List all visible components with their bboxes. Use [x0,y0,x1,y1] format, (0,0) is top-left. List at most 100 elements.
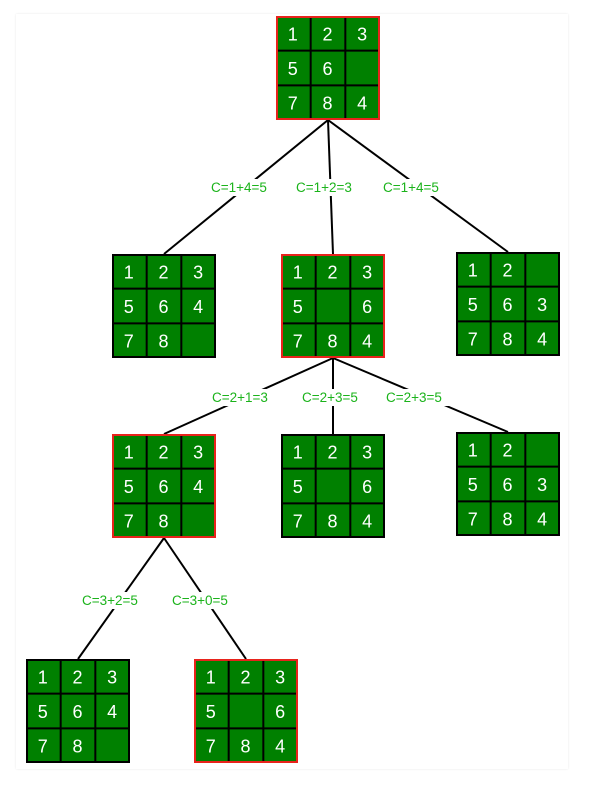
tile-number: 8 [322,94,332,114]
cost-label-background [385,389,453,406]
puzzle-board [276,16,380,120]
tile-number: 3 [193,262,203,282]
cost-label: C=2+3=5 [386,390,442,405]
tile-number: 8 [158,332,168,352]
tile-number: 6 [158,477,168,497]
tile-number: 8 [502,330,512,350]
selected-node-border [112,434,216,538]
selected-node-border [276,16,380,120]
puzzle-board [26,659,130,763]
cost-label-background [210,179,278,196]
tile-number: 2 [158,442,168,462]
tile-number: 6 [362,297,372,317]
tile-number: 4 [357,94,367,114]
tile-number: 8 [502,510,512,530]
tile-number: 1 [468,440,478,460]
puzzle-node-root: 1 2 3 5 6 7 8 4 [276,16,380,120]
tile-number: 6 [72,702,82,722]
tile-number: 2 [327,442,337,462]
cost-label-background [382,179,450,196]
cost-label-background [301,389,369,406]
tile-number: 2 [502,260,512,280]
tile-number: 5 [206,702,216,722]
tile-number: 1 [468,260,478,280]
tile-number: 7 [288,94,298,114]
node-border [456,432,560,536]
tile-number: 1 [288,24,298,44]
tile-number: 2 [502,440,512,460]
selected-node-border [281,254,385,358]
tile-number: 2 [240,667,250,687]
node-border [112,254,216,358]
tile-number: 7 [124,512,134,532]
tile-number: 6 [502,295,512,315]
tile-number: 7 [293,332,303,352]
diagram-canvas: C=1+4=5 C=1+2=3 C=1+4=5 C=2+1=3 C=2+3=5 C=2+3… [16,14,568,769]
selected-node-border [194,659,298,763]
puzzle-node-l2-c: 1 2 5 6 3 7 8 4 [456,432,560,536]
tile-number: 4 [107,702,117,722]
tile-number: 5 [293,477,303,497]
tile-number: 3 [537,475,547,495]
puzzle-node-l2-b: 1 2 3 5 6 7 8 4 [281,434,385,538]
cost-labels-layer: C=1+4=5 C=1+2=3 C=1+4=5 C=2+1=3 C=2+3=5 C=2+3… [81,179,453,609]
tile-number: 1 [124,442,134,462]
tile-number: 8 [158,512,168,532]
tile-number: 7 [468,330,478,350]
tile-number: 5 [124,477,134,497]
tile-number: 5 [288,59,298,79]
cost-label-background [81,592,149,609]
puzzle-board [281,434,385,538]
tile-number: 5 [124,297,134,317]
node-border [456,252,560,356]
cost-label: C=2+3=5 [302,390,358,405]
puzzle-node-l2-a: 1 2 3 5 6 4 7 8 [112,434,216,538]
tile-number: 5 [293,297,303,317]
puzzle-node-l1-a: 1 2 3 5 6 4 7 8 [112,254,216,358]
search-tree-diagram: C=1+4=5 C=1+2=3 C=1+4=5 C=2+1=3 C=2+3=5 C=2+3… [26,16,560,763]
tile-number: 1 [124,262,134,282]
tile-number: 7 [293,512,303,532]
tile-number: 7 [468,510,478,530]
puzzle-board [281,254,385,358]
tile-number: 1 [293,262,303,282]
tile-number: 3 [193,442,203,462]
tile-number: 3 [275,667,285,687]
puzzle-node-l1-c: 1 2 5 6 3 7 8 4 [456,252,560,356]
tile-number: 4 [275,737,285,757]
tile-number: 6 [502,475,512,495]
puzzle-board [456,432,560,536]
cost-label: C=2+1=3 [212,390,268,405]
tile-number: 7 [38,737,48,757]
tile-number: 3 [537,295,547,315]
tile-number: 1 [293,442,303,462]
puzzle-node-l1-b: 1 2 3 5 6 7 8 4 [281,254,385,358]
tile-number: 1 [206,667,216,687]
tile-number: 2 [327,262,337,282]
cost-label-background [211,389,279,406]
cost-label: C=3+2=5 [82,593,138,608]
puzzle-board [112,434,216,538]
tile-number: 2 [322,24,332,44]
node-border [281,434,385,538]
tile-number: 2 [72,667,82,687]
tile-number: 7 [206,737,216,757]
tile-number: 7 [124,332,134,352]
cost-label: C=1+2=3 [296,180,352,195]
tile-number: 8 [240,737,250,757]
tile-number: 5 [468,295,478,315]
tile-number: 4 [193,477,203,497]
cost-label-background [295,179,363,196]
tile-number: 3 [362,442,372,462]
tile-number: 6 [362,477,372,497]
tile-number: 4 [362,332,372,352]
puzzle-board [112,254,216,358]
tile-number: 3 [107,667,117,687]
cost-label-background [171,592,239,609]
puzzle-node-l3-b: 1 2 3 5 6 7 8 4 [194,659,298,763]
cost-label: C=1+4=5 [211,180,267,195]
tile-number: 2 [158,262,168,282]
tile-number: 5 [468,475,478,495]
tile-number: 3 [357,24,367,44]
puzzle-board [456,252,560,356]
